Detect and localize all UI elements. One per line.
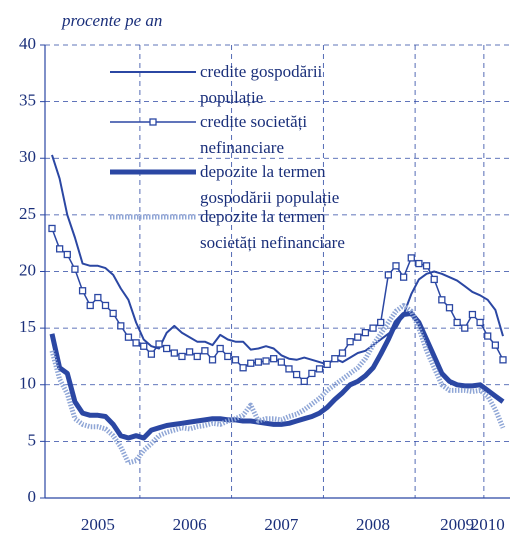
marker: [399, 273, 408, 281]
marker: [254, 358, 263, 366]
x-tick-label: 2006: [173, 515, 207, 534]
marker: [361, 329, 370, 337]
marker: [124, 333, 133, 341]
marker: [78, 287, 87, 295]
marker: [407, 254, 415, 262]
marker: [445, 304, 454, 312]
marker: [155, 340, 163, 348]
legend-label: credite gospodării populație: [200, 62, 323, 107]
marker: [94, 293, 102, 302]
marker: [48, 224, 56, 233]
x-tick-label: 2008: [356, 515, 390, 534]
y-tick-label: 25: [19, 204, 36, 223]
legend-marker: [149, 118, 157, 126]
marker: [101, 301, 110, 310]
marker: [461, 324, 469, 332]
marker: [178, 352, 186, 361]
marker: [262, 357, 270, 365]
marker: [277, 358, 285, 366]
marker: [163, 344, 171, 353]
marker: [354, 333, 362, 341]
marker: [292, 370, 301, 379]
marker: [315, 365, 324, 373]
marker: [323, 360, 331, 369]
marker: [346, 338, 354, 346]
marker: [247, 359, 255, 367]
marker: [422, 262, 431, 270]
marker: [384, 271, 392, 279]
marker: [331, 355, 339, 363]
marker: [201, 347, 209, 355]
series-line: [49, 310, 505, 441]
marker: [208, 356, 217, 364]
subtitle: procente pe an: [61, 11, 162, 30]
marker: [216, 344, 224, 353]
x-tick-label: 2010: [471, 515, 505, 534]
y-tick-label: 10: [19, 374, 36, 393]
y-tick-label: 20: [19, 260, 36, 279]
x-tick-label: 2007: [264, 515, 299, 534]
marker: [132, 339, 140, 347]
marker: [377, 318, 385, 327]
legend-label: credite societăți nefinanciare: [200, 112, 308, 157]
marker: [476, 318, 484, 327]
y-tick-label: 5: [28, 430, 37, 449]
marker: [338, 349, 347, 357]
marker: [224, 352, 232, 361]
x-tick-label: 2009: [440, 515, 474, 534]
x-tick-label: 2005: [81, 515, 115, 534]
y-tick-label: 30: [19, 147, 36, 166]
marker: [430, 275, 438, 284]
marker: [239, 364, 247, 372]
marker: [308, 369, 316, 378]
y-tick-label: 15: [19, 317, 36, 336]
marker: [55, 245, 64, 253]
marker: [499, 356, 507, 364]
marker: [109, 309, 117, 318]
marker: [300, 377, 308, 386]
marker: [86, 301, 94, 310]
marker: [193, 352, 201, 361]
marker: [185, 348, 194, 356]
marker: [453, 318, 461, 327]
marker: [231, 356, 240, 364]
y-tick-label: 40: [19, 34, 36, 53]
marker: [140, 342, 148, 350]
y-tick-label: 0: [28, 487, 37, 506]
marker: [285, 365, 293, 373]
marker: [63, 250, 71, 259]
marker: [369, 324, 377, 332]
marker: [147, 350, 156, 358]
series-line: [51, 154, 504, 366]
marker: [170, 349, 178, 357]
marker: [438, 296, 446, 304]
marker: [491, 341, 500, 349]
marker: [415, 259, 423, 268]
legend-label: depozite la termen gospodării populație: [200, 162, 340, 207]
legend-label: depozite la termen societăți nefinanciar…: [200, 207, 345, 252]
y-tick-label: 35: [19, 91, 36, 110]
marker: [270, 355, 278, 363]
marker: [71, 265, 79, 273]
marker: [468, 310, 477, 319]
marker: [117, 322, 125, 330]
marker: [484, 332, 492, 340]
marker: [392, 262, 400, 270]
